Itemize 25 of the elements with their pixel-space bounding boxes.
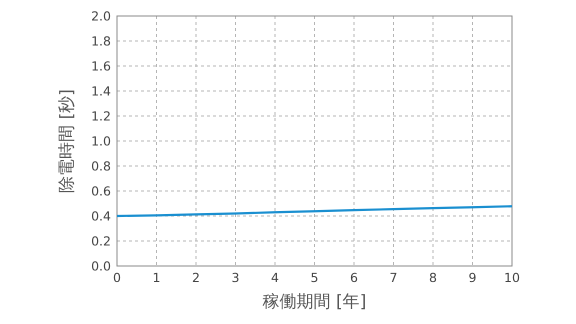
y-tick-label: 1.2 [91,108,111,124]
y-tick-label: 0.0 [91,258,112,274]
y-tick-label: 2.0 [91,8,112,24]
x-tick-label: 2 [192,270,200,285]
x-tick-label: 8 [429,270,438,285]
x-tick-label: 1 [152,270,160,285]
x-axis-title: 稼働期間 [年] [262,292,366,312]
x-tick-label: 10 [504,270,520,285]
y-tick-label: 0.4 [91,208,112,224]
x-tick-label: 4 [271,270,280,285]
y-tick-label: 0.6 [91,183,112,198]
y-tick-label: 0.8 [91,158,112,174]
y-tick-label: 1.8 [91,33,112,48]
x-tick-label: 7 [390,270,398,285]
x-tick-label: 9 [468,270,477,285]
y-tick-label: 1.4 [91,83,112,98]
x-tick-label: 0 [113,270,122,285]
x-tick-label: 5 [310,270,318,285]
line-series [116,205,514,218]
x-tick-label: 3 [232,270,240,285]
y-tick-label: 1.6 [91,58,112,74]
y-axis-title: 除電時間 [秒] [57,89,77,193]
y-tick-label: 1.0 [91,133,112,148]
x-tick-label: 6 [350,270,358,285]
y-tick-label: 0.2 [91,233,111,248]
